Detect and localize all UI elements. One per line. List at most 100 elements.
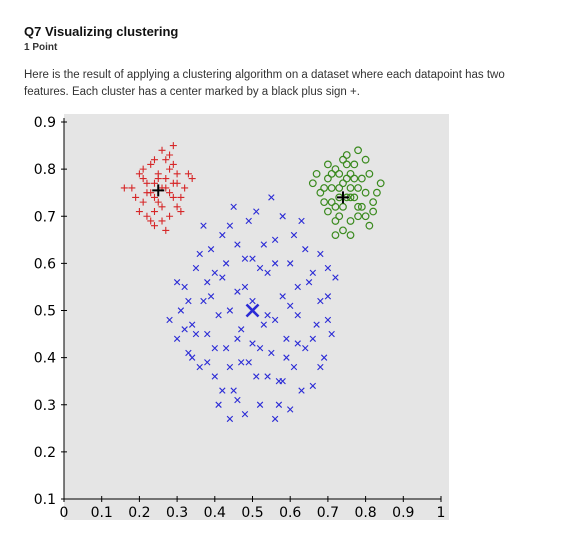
data-point-x: [204, 359, 211, 366]
data-point-x: [226, 307, 234, 314]
data-point-x: [222, 345, 230, 352]
data-point-circle: [342, 151, 351, 159]
data-point-x: [238, 326, 245, 333]
x-tick-label: 0.1: [91, 505, 113, 521]
x-tick-label: 0.2: [128, 505, 150, 521]
data-point-x: [234, 335, 241, 342]
data-point-x: [196, 363, 203, 371]
data-point-x: [260, 241, 267, 248]
data-point-x: [226, 222, 234, 229]
data-point-plus: [139, 165, 147, 173]
question-text: Here is the result of applying a cluster…: [24, 69, 505, 98]
data-point-x: [328, 330, 335, 338]
data-point-plus: [150, 156, 158, 164]
y-tick-label: 0.2: [34, 445, 56, 461]
data-point-circle: [335, 212, 344, 221]
data-point-x: [188, 321, 196, 328]
data-point-x: [200, 222, 207, 229]
data-point-circle: [308, 179, 317, 188]
data-point-x: [256, 345, 264, 352]
data-point-plus: [158, 146, 166, 154]
data-point-plus: [166, 151, 174, 159]
x-tick-label: 0.9: [392, 505, 414, 521]
x-tick-label: 0.5: [241, 505, 263, 521]
data-point-x: [313, 321, 320, 328]
data-point-plus: [169, 160, 177, 168]
data-point-circle: [346, 217, 355, 225]
data-point-x: [309, 382, 317, 390]
data-point-plus: [177, 208, 185, 216]
data-point-x: [317, 250, 324, 258]
data-point-x: [264, 269, 271, 276]
data-point-plus: [169, 179, 177, 187]
data-point-circle: [324, 207, 332, 216]
data-point-x: [181, 283, 188, 291]
x-tick-label: 0.3: [166, 505, 188, 521]
data-point-x: [192, 264, 200, 272]
data-point-plus: [147, 160, 155, 168]
data-point-circle: [339, 202, 347, 211]
data-point-circle: [346, 169, 355, 178]
data-point-x: [241, 410, 249, 418]
data-point-x: [185, 349, 192, 357]
data-point-x: [271, 236, 279, 244]
y-tick-label: 0.5: [34, 304, 56, 320]
data-point-plus: [173, 170, 181, 178]
data-point-x: [222, 260, 230, 267]
data-point-plus: [166, 189, 174, 197]
points-layer: [120, 142, 385, 423]
data-point-circle: [339, 226, 347, 235]
data-point-x: [298, 387, 305, 394]
data-point-plus: [150, 193, 158, 201]
data-point-x: [238, 359, 245, 366]
data-point-plus: [150, 208, 158, 216]
data-point-plus: [177, 193, 185, 201]
data-point-x: [271, 260, 279, 267]
data-point-circle: [357, 202, 366, 211]
data-point-circle: [331, 217, 340, 225]
data-point-x: [226, 363, 234, 371]
data-point-circle: [335, 184, 344, 192]
question-points: 1 Point: [24, 42, 58, 53]
data-point-x: [271, 415, 279, 423]
data-point-plus: [150, 179, 158, 187]
data-point-circle: [335, 169, 344, 178]
data-point-circle: [320, 198, 329, 207]
data-point-circle: [373, 188, 381, 197]
data-point-circle: [327, 169, 336, 178]
data-point-circle: [342, 160, 351, 169]
y-tick-label: 0.6: [34, 256, 56, 272]
data-point-x: [207, 246, 215, 253]
data-point-x: [219, 231, 226, 239]
x-tick-label: 0: [60, 505, 69, 521]
data-point-x: [264, 373, 271, 380]
data-point-x: [287, 260, 294, 267]
data-point-circle: [339, 179, 347, 188]
data-point-x: [305, 279, 313, 286]
data-point-plus: [154, 198, 162, 206]
data-point-x: [241, 255, 249, 262]
data-point-circle: [354, 212, 362, 221]
data-point-circle: [369, 198, 378, 207]
data-point-x: [234, 241, 241, 248]
data-point-plus: [139, 175, 147, 183]
data-point-x: [332, 274, 339, 281]
data-point-x: [290, 231, 298, 239]
data-point-x: [324, 316, 332, 324]
data-point-circle: [369, 207, 378, 216]
data-point-circle: [331, 165, 340, 174]
x-tick-label: 0.4: [204, 505, 226, 521]
x-tick-label: 0.7: [317, 505, 339, 521]
y-tick-label: 0.3: [34, 398, 56, 414]
data-point-x: [196, 250, 203, 258]
data-point-x: [268, 194, 275, 201]
data-point-plus: [181, 184, 189, 192]
data-point-circle: [331, 202, 340, 211]
data-point-plus: [162, 226, 170, 234]
data-point-x: [256, 401, 264, 408]
data-point-x: [249, 255, 256, 262]
cluster-center-marker: [245, 303, 260, 318]
data-point-x: [215, 312, 222, 319]
data-point-x: [279, 377, 286, 385]
data-point-circle: [320, 184, 329, 192]
